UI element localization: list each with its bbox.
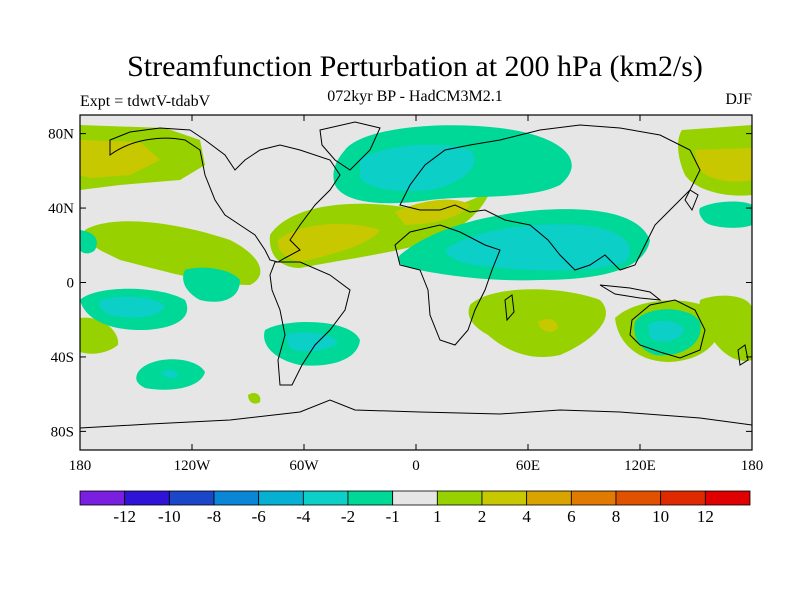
coast-africa	[394, 224, 501, 346]
colorbar-label: 2	[477, 507, 487, 526]
colorbar-label: 4	[522, 507, 531, 526]
coast-greenland	[319, 121, 381, 171]
colorbar-swatch	[615, 490, 662, 506]
anomaly-region	[648, 320, 684, 342]
colorbar-swatch	[392, 490, 438, 506]
experiment-label: Expt = tdwtV-tdabV	[80, 93, 211, 110]
coast-australia	[629, 299, 706, 359]
colorbar-label: -12	[113, 507, 136, 526]
anomaly-region	[162, 369, 178, 379]
lat-tick-label: 0	[67, 276, 75, 292]
coast-new-zealand	[737, 344, 749, 366]
lat-tick-label: 40S	[51, 350, 74, 366]
colorbar-label: -1	[385, 507, 400, 526]
anomaly-region	[80, 140, 160, 178]
anomaly-region	[699, 295, 752, 361]
colorbar-swatch	[258, 490, 304, 506]
anomaly-region	[285, 332, 338, 352]
colorbar-swatch	[347, 490, 394, 506]
colorbar-swatch	[526, 490, 572, 506]
colorbar-label: 6	[567, 507, 576, 526]
lat-tick-label: 80S	[51, 424, 74, 440]
anomaly-region	[80, 317, 119, 354]
anomaly-region	[183, 267, 240, 302]
anomaly-region	[360, 144, 475, 192]
streamfunction-field	[80, 125, 752, 404]
coast-antarctica	[80, 399, 752, 429]
colorbar-swatch	[124, 490, 170, 506]
anomaly-region	[538, 319, 558, 332]
colorbar	[79, 490, 751, 506]
colorbar-label: -10	[157, 507, 181, 526]
season-label: DJF	[725, 91, 752, 108]
colorbar-swatch	[213, 490, 260, 506]
longitude-axis: 180 120W 60W 0 60E 120E 180	[69, 115, 764, 474]
anomaly-region	[445, 224, 630, 271]
anomaly-region	[277, 224, 380, 262]
plot-title: Streamfunction Perturbation at 200 hPa (…	[127, 50, 703, 83]
latitude-axis: 80N 40N 0 40S 80S	[48, 127, 752, 440]
colorbar-label: -4	[296, 507, 311, 526]
colorbar-swatch	[660, 490, 706, 506]
lat-tick-label: 80N	[48, 127, 74, 143]
colorbar-label: -6	[251, 507, 266, 526]
anomaly-region	[468, 289, 606, 358]
colorbar-label: 8	[611, 507, 621, 526]
colorbar-label: -8	[206, 507, 222, 526]
colorbar-swatch	[570, 490, 617, 506]
lon-tick-label: 180	[741, 458, 764, 474]
anomaly-region	[98, 296, 165, 318]
colorbar-swatch	[704, 490, 751, 506]
colorbar-swatch	[481, 490, 528, 506]
anomaly-region	[80, 230, 97, 254]
anomaly-region	[248, 392, 261, 404]
colorbar-label: -2	[340, 507, 356, 526]
colorbar-swatch	[79, 490, 126, 506]
plot-subtitle: 072kyr BP - HadCM3M2.1	[327, 88, 503, 105]
lon-tick-label: 120W	[174, 458, 212, 474]
colorbar-swatch	[436, 490, 483, 506]
colorbar-label: 10	[652, 507, 670, 526]
coast-madagascar	[504, 294, 515, 322]
lon-tick-label: 180	[69, 458, 92, 474]
colorbar-label: 1	[433, 507, 442, 526]
colorbar-label: 12	[696, 507, 714, 526]
coast-japan	[684, 189, 699, 212]
coast-south-america	[269, 261, 351, 386]
lon-tick-label: 120E	[624, 458, 656, 474]
colorbar-swatch	[302, 490, 349, 506]
colorbar-swatch	[168, 490, 215, 506]
lat-tick-label: 40N	[48, 201, 74, 217]
coast-indonesia	[599, 284, 662, 301]
lon-tick-label: 60W	[289, 458, 319, 474]
lon-tick-label: 0	[412, 458, 420, 474]
anomaly-region	[695, 148, 752, 182]
coast-europe-asia	[399, 124, 701, 271]
coastlines	[80, 121, 752, 429]
lon-tick-label: 60E	[516, 458, 540, 474]
anomaly-region	[699, 201, 752, 228]
